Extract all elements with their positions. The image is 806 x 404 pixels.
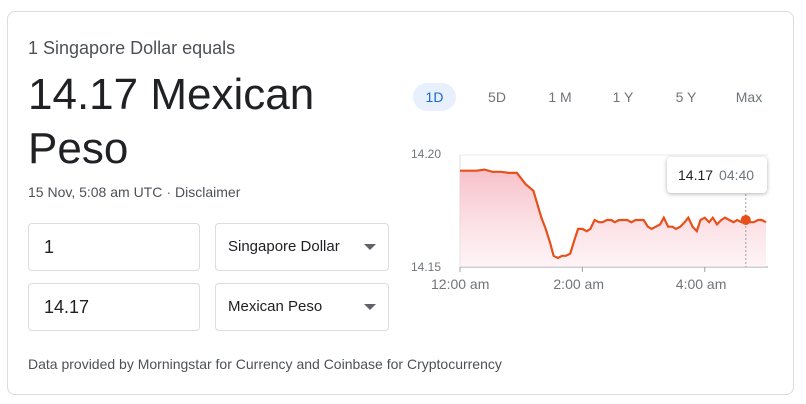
chevron-down-icon <box>364 304 376 310</box>
range-tab-1d[interactable]: 1D <box>413 83 456 111</box>
x-tick-label: 4:00 am <box>675 276 727 292</box>
from-currency-label: Singapore Dollar <box>228 238 340 255</box>
range-tab-1y[interactable]: 1 Y <box>612 89 634 105</box>
tooltip-value: 14.17 <box>678 167 714 183</box>
y-tick-label: 14.15 <box>411 260 442 274</box>
range-tab-1m[interactable]: 1 M <box>548 89 572 105</box>
chevron-down-icon <box>364 244 376 250</box>
data-source-note: Data provided by Morningstar for Currenc… <box>28 356 502 372</box>
tooltip-time: 04:40 <box>719 167 755 183</box>
timestamp: 15 Nov, 5:08 am UTC <box>28 184 163 200</box>
disclaimer-link[interactable]: Disclaimer <box>175 184 241 200</box>
y-tick-label: 14.20 <box>411 147 442 161</box>
range-tab-5d[interactable]: 5D <box>488 89 506 105</box>
range-tab-max[interactable]: Max <box>735 89 763 105</box>
range-tabs: 1D 5D 1 M 1 Y 5 Y Max <box>413 83 773 111</box>
currency-card <box>7 11 794 395</box>
marker-dot <box>740 214 751 225</box>
from-currency-select[interactable]: Singapore Dollar <box>215 223 389 271</box>
conversion-result: 14.17 Mexican Peso <box>28 70 315 173</box>
timestamp-line: 15 Nov, 5:08 am UTC · Disclaimer <box>28 184 240 200</box>
chart-area <box>460 169 766 267</box>
from-amount-input[interactable]: 1 <box>28 223 200 271</box>
x-tick-label: 12:00 am <box>431 276 490 292</box>
to-amount-input[interactable]: 14.17 <box>28 283 200 331</box>
to-currency-label: Mexican Peso <box>228 298 323 315</box>
x-tick-label: 2:00 am <box>553 276 604 292</box>
to-currency-select[interactable]: Mexican Peso <box>215 283 389 331</box>
chart-line <box>460 168 767 260</box>
chart-tooltip: 14.17 04:40 <box>667 157 767 193</box>
separator: · <box>166 184 172 200</box>
range-tab-5y[interactable]: 5 Y <box>675 89 697 105</box>
conversion-caption: 1 Singapore Dollar equals <box>28 38 236 58</box>
